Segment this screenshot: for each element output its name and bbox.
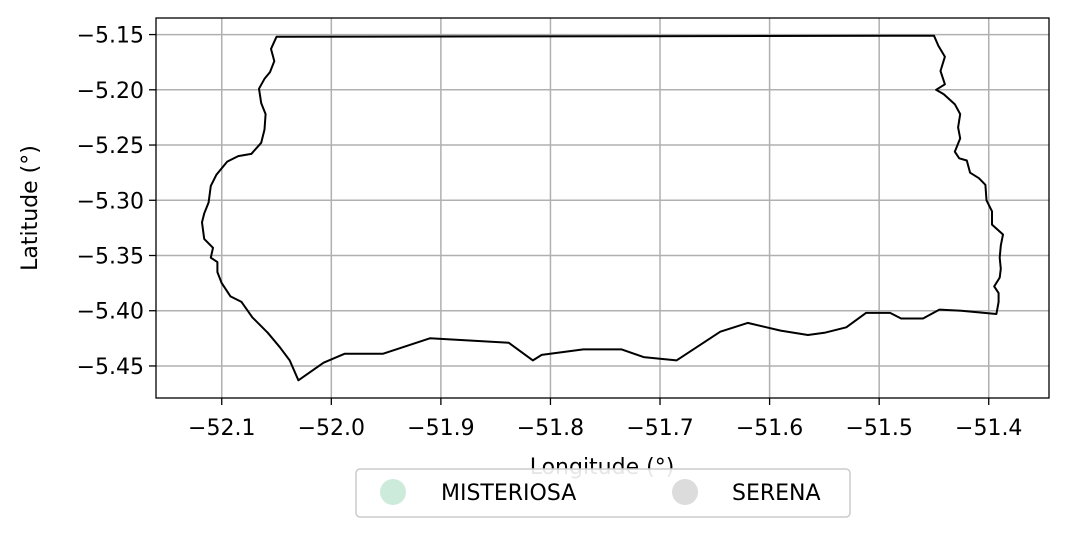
y-tick-label: −5.15 (77, 24, 144, 49)
grid-lines (156, 18, 1049, 398)
y-tick-label: −5.20 (77, 79, 144, 104)
x-tick-label: −51.4 (955, 416, 1022, 441)
plot-frame (155, 17, 1050, 399)
x-tick-label: −52.1 (188, 416, 255, 441)
x-tick-label: −51.9 (407, 416, 474, 441)
x-tick-label: −51.6 (736, 416, 803, 441)
y-tick-label: −5.30 (77, 189, 144, 214)
legend-label-serena: SERENA (732, 481, 821, 506)
y-tick-label: −5.25 (77, 134, 144, 159)
region-boundary (201, 34, 1004, 382)
legend-label-misteriosa: MISTERIOSA (441, 481, 576, 506)
x-tick-label: −51.7 (626, 416, 693, 441)
y-tick-label: −5.45 (77, 355, 144, 380)
legend-marker-serena (672, 479, 698, 505)
y-tick-label: −5.35 (77, 245, 144, 270)
legend: MISTERIOSA SERENA (355, 468, 851, 518)
legend-marker-misteriosa (380, 479, 406, 505)
legend-frame (355, 468, 851, 518)
x-tick-label: −52.0 (298, 416, 365, 441)
y-tick-label: −5.40 (77, 300, 144, 325)
boundary-layer (201, 34, 1004, 382)
x-axis-ticks: −52.1 −52.0 −51.9 −51.8 −51.7 −51.6 −51.5 −51.4 (188, 398, 1022, 441)
y-axis-label: Latitude (°) (18, 145, 43, 271)
x-tick-label: −51.8 (517, 416, 584, 441)
y-axis-ticks: −5.45 −5.40 −5.35 −5.30 −5.25 −5.20 −5.15 (77, 24, 156, 380)
x-tick-label: −51.5 (845, 416, 912, 441)
